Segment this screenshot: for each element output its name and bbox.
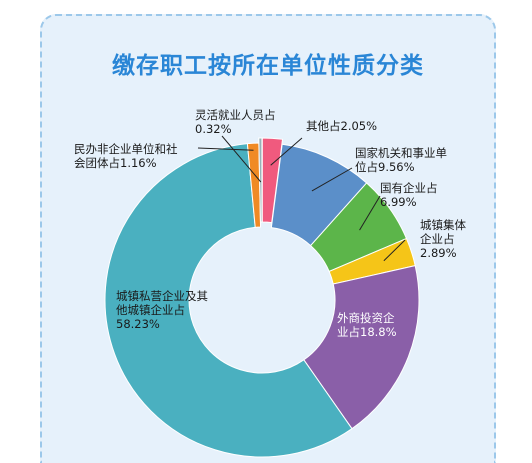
slice-7 xyxy=(258,137,263,223)
leader-soe xyxy=(359,195,381,231)
leader-nonprofit xyxy=(197,147,254,151)
label-nonprofit: 民办非企业单位和社会团体占1.16% xyxy=(74,142,178,170)
slice-5 xyxy=(104,143,353,458)
label-collective: 城镇集体企业占 2.89% xyxy=(420,218,466,260)
leader-flexible xyxy=(221,135,262,183)
leader-other xyxy=(270,137,303,166)
leader-collective xyxy=(383,239,406,262)
label-soe: 国有企业占 6.99% xyxy=(380,181,438,209)
label-private: 城镇私营企业及其他城镇企业占 58.23% xyxy=(116,289,208,331)
chart-title: 缴存职工按所在单位性质分类 xyxy=(112,53,424,79)
label-foreign: 外商投资企业占18.8% xyxy=(337,311,397,339)
slice-6 xyxy=(246,142,262,228)
label-gov: 国家机关和事业单位占9.56% xyxy=(355,146,447,174)
label-other: 其他占2.05% xyxy=(306,119,377,133)
slice-4 xyxy=(303,265,420,430)
leader-gov xyxy=(311,167,353,192)
label-flexible: 灵活就业人员占 0.32% xyxy=(195,108,276,136)
